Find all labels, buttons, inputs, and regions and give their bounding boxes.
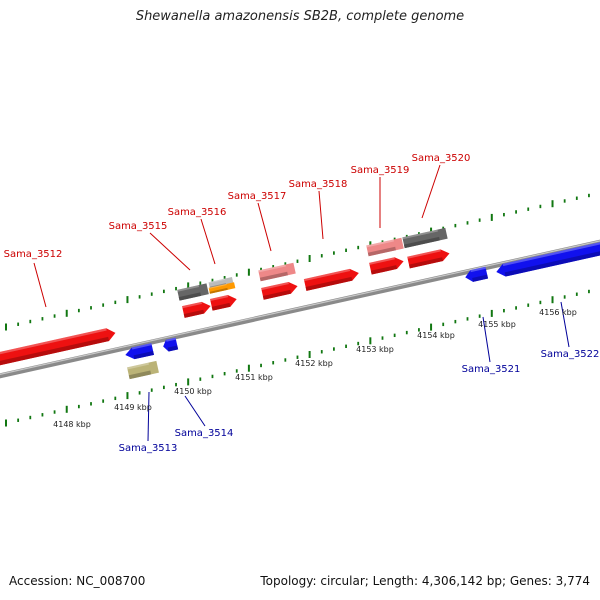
gene-sama-3521-shadow xyxy=(472,274,489,282)
sama-3516-leader xyxy=(200,218,216,265)
feature-gray-1-highlight xyxy=(177,285,200,292)
feature-gray-silver-highlight xyxy=(208,278,226,284)
gene-sama-3519 xyxy=(369,257,404,275)
sama-3522-label: Sama_3522 xyxy=(541,349,600,360)
gene-sama-3513-arrow-highlight xyxy=(131,343,152,350)
gene-sama-3521-highlight xyxy=(470,266,486,273)
feature-gray-3520-shadow xyxy=(403,236,440,249)
feature-gray-3520-highlight xyxy=(402,229,438,240)
gene-sama-3522-shadow xyxy=(504,250,600,277)
sama-3519-label: Sama_3519 xyxy=(351,165,410,176)
gene-sama-3517-shadow xyxy=(262,289,292,300)
gene-sama-3513-arrow-shadow xyxy=(133,351,154,360)
sama-3518-label: Sama_3518 xyxy=(289,179,348,190)
sama-3520-leader xyxy=(421,164,441,219)
feature-orange-shadow xyxy=(209,287,228,294)
label-layer: Sama_3512Sama_3515Sama_3516Sama_3517Sama… xyxy=(4,153,600,454)
gene-sama-3517 xyxy=(261,281,298,300)
gene-sama-3520-shadow xyxy=(408,257,443,269)
scale-label-4153-kbp: 4153 kbp xyxy=(356,345,394,354)
map-title: Shewanella amazonensis SB2B, complete ge… xyxy=(135,9,465,24)
feature-pale-3517-shadow xyxy=(259,271,288,282)
sama-3517-label: Sama_3517 xyxy=(228,191,287,202)
sama-3521-leader xyxy=(482,316,491,363)
feature-pale-3519-highlight xyxy=(366,239,394,248)
scale-label-4152-kbp: 4152 kbp xyxy=(295,359,333,368)
feature-pale-3517-highlight xyxy=(258,264,286,273)
feature-orange xyxy=(208,282,236,294)
sama-3512-leader xyxy=(33,262,47,308)
sama-3512-label: Sama_3512 xyxy=(4,249,63,260)
sama-3518-leader xyxy=(318,190,324,240)
gene-sama-3522 xyxy=(496,241,600,277)
gene-sama-3512 xyxy=(0,328,116,368)
gene-sama-3515-shadow xyxy=(183,309,205,318)
gene-sama-3519-highlight xyxy=(369,257,395,265)
sama-3515-leader xyxy=(149,232,191,271)
gene-sama-3520-highlight xyxy=(407,249,441,259)
gene-sama-3514-highlight xyxy=(165,337,176,342)
genome-summary-text: Topology: circular; Length: 4,306,142 bp… xyxy=(260,574,590,588)
scale-label-layer: 4148 kbp 4149 kbp 4150 kbp 4151 kbp 4152 kbp… xyxy=(53,308,577,429)
accession-text: Accession: NC_008700 xyxy=(9,574,146,588)
feature-layer xyxy=(0,227,600,380)
scale-label-4151-kbp: 4151 kbp xyxy=(235,373,273,382)
gene-sama-3522-highlight xyxy=(502,241,600,267)
backbone-highlight xyxy=(0,240,600,375)
gene-sama-3512-highlight xyxy=(0,328,107,357)
gene-sama-3516-highlight xyxy=(210,295,229,302)
sama-3514-leader xyxy=(184,395,206,427)
feature-gray-1-shadow xyxy=(178,292,202,301)
gene-sama-3513-arrow xyxy=(125,343,154,360)
feature-gray-1 xyxy=(177,283,209,301)
gene-sama-3516-shadow xyxy=(211,302,231,311)
gene-sama-3514 xyxy=(163,337,179,352)
sama-3513-leader xyxy=(147,391,150,442)
feature-pale-3517 xyxy=(258,262,296,282)
sama-3516-label: Sama_3516 xyxy=(168,207,227,218)
gene-sama-3521 xyxy=(465,266,489,282)
gene-sama-3512-shadow xyxy=(0,336,110,368)
feature-pale-3519 xyxy=(366,237,404,257)
scale-label-4149-kbp: 4149 kbp xyxy=(114,403,152,412)
scale-label-4148-kbp: 4148 kbp xyxy=(53,420,91,429)
scale-label-4156-kbp: 4156 kbp xyxy=(539,308,577,317)
gene-sama-3514-shadow xyxy=(167,345,179,352)
gene-sama-3515-highlight xyxy=(182,301,203,309)
sama-3514-label: Sama_3514 xyxy=(175,428,234,439)
sama-3520-label: Sama_3520 xyxy=(412,153,471,164)
scale-label-4155-kbp: 4155 kbp xyxy=(478,320,516,329)
gene-sama-3518-highlight xyxy=(303,268,351,282)
feature-pale-3519-shadow xyxy=(367,246,396,257)
gene-sama-3516 xyxy=(210,295,237,311)
gene-sama-3518 xyxy=(303,268,359,291)
lower-tick-track xyxy=(5,289,590,427)
sama-3517-leader xyxy=(257,202,272,252)
gene-sama-3519-shadow xyxy=(370,265,398,275)
gene-sama-3518-shadow xyxy=(305,276,353,291)
gene-sama-3517-highlight xyxy=(261,281,289,291)
gene-sama-3515 xyxy=(182,301,211,318)
sama-3513-label: Sama_3513 xyxy=(119,443,178,454)
sama-3522-leader xyxy=(560,301,570,348)
scale-label-4154-kbp: 4154 kbp xyxy=(417,331,455,340)
feature-olive-3513-shadow xyxy=(128,370,152,380)
scale-label-4150-kbp: 4150 kbp xyxy=(174,387,212,396)
gene-sama-3522-body xyxy=(496,241,600,277)
sama-3515-label: Sama_3515 xyxy=(109,221,168,232)
feature-olive-3513-highlight xyxy=(127,362,149,370)
gene-sama-3520 xyxy=(407,249,450,269)
feature-gray-3520 xyxy=(402,227,448,249)
feature-olive-3513 xyxy=(127,360,159,380)
feature-orange-highlight xyxy=(208,283,227,289)
sama-3521-label: Sama_3521 xyxy=(462,364,521,375)
